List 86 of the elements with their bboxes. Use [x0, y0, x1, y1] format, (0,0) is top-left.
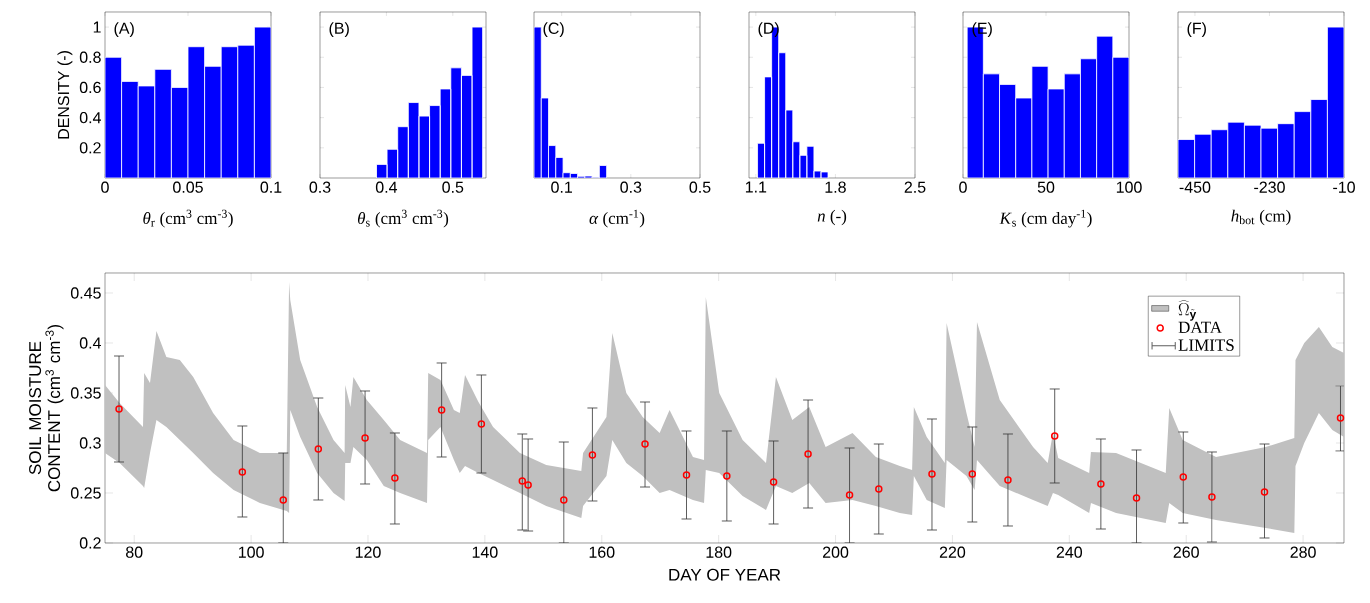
y-tick-label: 0.2 [79, 537, 101, 549]
x-tick-label: 220 [939, 546, 966, 558]
point [1004, 476, 1012, 484]
point [769, 478, 778, 486]
point [845, 491, 854, 499]
x-tick-label: 100 [1116, 181, 1142, 193]
x-tick-label: 280 [1290, 546, 1316, 558]
x-axis-title: α (cm$^{-1}$) [589, 209, 645, 228]
point [1260, 488, 1269, 496]
annotation: (C) [543, 22, 564, 38]
annotation: (A) [114, 22, 134, 38]
point [1208, 493, 1216, 501]
point [682, 471, 691, 479]
point [641, 440, 649, 448]
legend-label: $\widehat{\Omega}_{\tilde{\mathbf{y}}}$ [1178, 299, 1197, 321]
x-tick-label: 0.5 [689, 181, 711, 193]
x-axis-title: n (-) [817, 209, 847, 226]
y-tick-label: 1 [93, 21, 101, 33]
x-tick-label: 200 [823, 546, 849, 558]
x-tick-label: 260 [1173, 546, 1199, 558]
point [804, 450, 812, 458]
point [723, 472, 731, 480]
point [1179, 473, 1188, 481]
x-tick-label: 0.1 [260, 181, 282, 193]
x-tick-label: 2.5 [904, 181, 926, 193]
x-axis-title: θ$_{s}$ (cm$^{3}$ cm$^{-3}$) [357, 209, 449, 228]
x-tick-label: 0.1 [551, 181, 572, 193]
x-tick-label: -450 [1179, 181, 1211, 193]
x-tick-label: 0.05 [173, 181, 203, 193]
x-tick-label: -230 [1254, 181, 1285, 193]
x-axis-title: h$_{bot}$ (cm) [1231, 209, 1291, 226]
y-tick-label: 0.6 [79, 81, 101, 94]
x-tick-label: 80 [126, 546, 143, 558]
point [968, 470, 977, 478]
y-tick-label: 0.45 [70, 287, 101, 299]
x-tick-label: 240 [1056, 546, 1083, 558]
point [1336, 414, 1345, 422]
x-tick-label: -10 [1333, 181, 1355, 193]
x-tick-label: 0.5 [442, 181, 464, 193]
y-tick-label: 0.3 [79, 437, 101, 449]
annotation: LIMITS [1178, 339, 1234, 351]
annotation: (E) [972, 22, 992, 38]
x-axis-title: K$_{s}$ (cm day$^{-1}$) [999, 209, 1092, 228]
x-tick-label: 0 [101, 181, 109, 193]
x-tick-label: 1.8 [825, 181, 846, 193]
point [361, 434, 369, 442]
x-tick-label: 50 [1037, 181, 1055, 193]
x-tick-label: 0.4 [375, 181, 398, 193]
y-tick-label: 0.25 [70, 487, 101, 499]
point [1132, 494, 1141, 502]
point [279, 496, 288, 504]
x-axis-title: DAY OF YEAR [669, 568, 781, 581]
x-tick-label: 160 [589, 546, 615, 558]
x-tick-label: 0 [959, 181, 967, 193]
annotation: (D) [758, 22, 779, 38]
point [1097, 480, 1105, 488]
point [928, 470, 936, 478]
y-tick-label: 0.35 [70, 387, 101, 399]
point [115, 405, 123, 413]
point [518, 477, 527, 485]
x-tick-label: 0.3 [620, 181, 642, 193]
x-axis-title: θ$_{r}$ (cm$^{3}$ cm$^{-3}$) [143, 209, 233, 228]
point [314, 445, 323, 453]
point [588, 451, 597, 459]
annotation: (B) [329, 22, 349, 38]
annotation: (F) [1187, 22, 1206, 38]
legend-label: DATA [1178, 321, 1222, 333]
point [524, 481, 532, 489]
point [1050, 432, 1059, 440]
point [560, 496, 568, 504]
y-tick-label: 0.4 [79, 111, 101, 124]
y-tick-label: 0.4 [79, 337, 101, 349]
x-tick-label: 0.3 [309, 181, 331, 193]
x-tick-label: 1.1 [745, 181, 767, 193]
y-tick-label: 0.2 [79, 142, 101, 154]
x-tick-label: 140 [472, 546, 498, 558]
point [437, 406, 446, 414]
x-tick-label: 180 [706, 546, 732, 558]
x-tick-label: 120 [355, 546, 381, 558]
y-axis-title: DENSITY (-) [57, 51, 73, 139]
point [391, 474, 399, 482]
y-tick-label: 0.8 [79, 51, 101, 63]
point [477, 420, 486, 428]
point [238, 468, 247, 476]
x-tick-label: 100 [238, 546, 264, 558]
point [875, 485, 883, 493]
